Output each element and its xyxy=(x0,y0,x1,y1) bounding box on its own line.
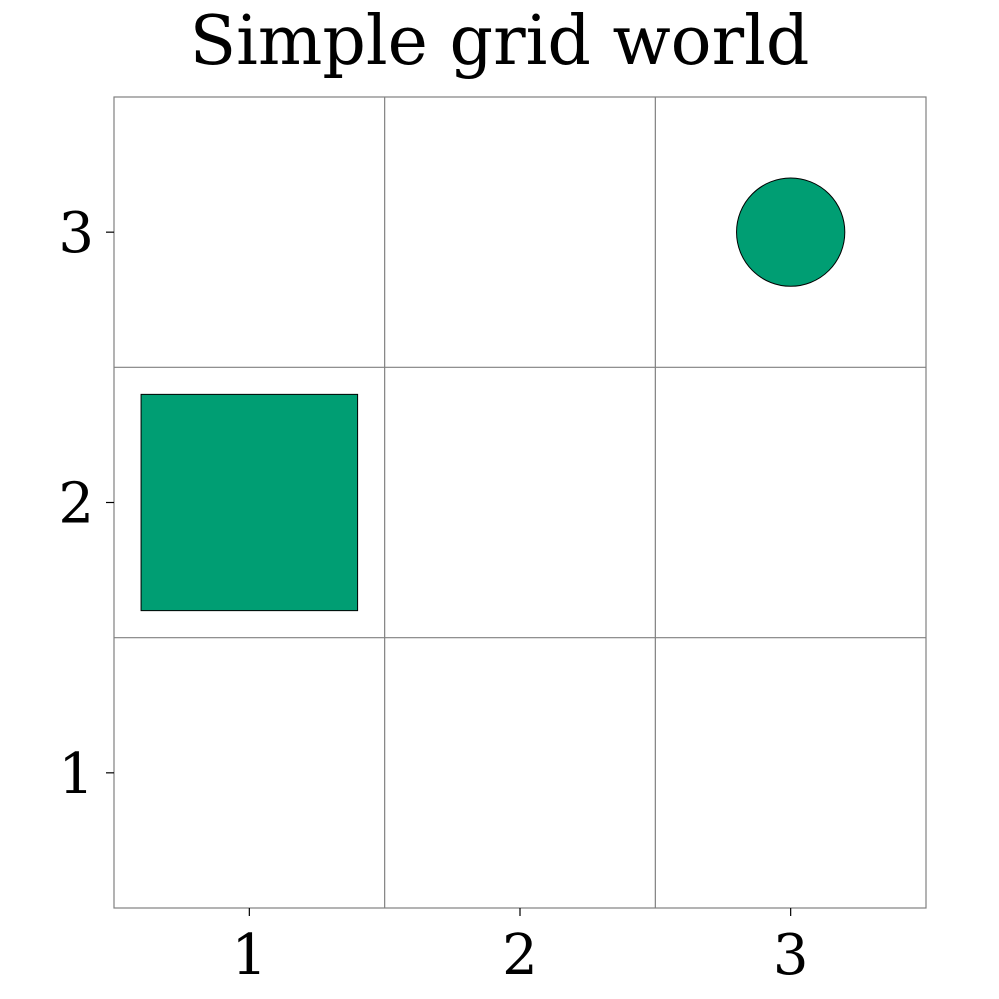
chart-title: Simple grid world xyxy=(189,2,810,81)
y-tick-label: 2 xyxy=(58,472,94,537)
x-tick-label: 3 xyxy=(773,923,809,988)
y-tick-label: 3 xyxy=(58,201,94,266)
square-marker xyxy=(140,393,359,612)
x-tick-label: 1 xyxy=(232,923,268,988)
circle-marker xyxy=(736,177,846,287)
x-tick-label: 2 xyxy=(502,923,538,988)
y-tick-label: 1 xyxy=(58,742,94,807)
